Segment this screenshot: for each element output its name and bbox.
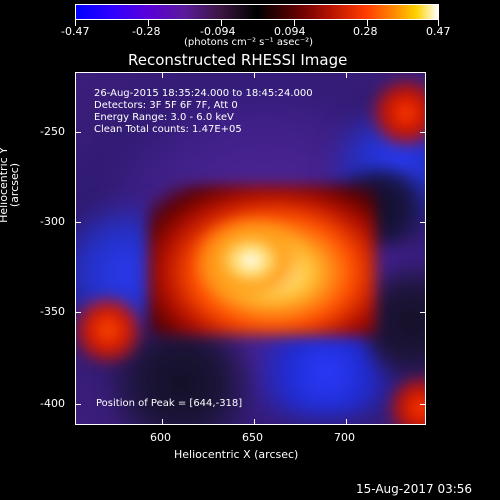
clean-total-counts-annotation: Clean Total counts: 1.47E+05 bbox=[94, 125, 242, 135]
x-tick-label: 650 bbox=[242, 432, 263, 443]
y-axis-tick bbox=[75, 222, 81, 223]
colorbar-tick-label: -0.47 bbox=[61, 26, 89, 37]
x-axis-tick bbox=[254, 72, 255, 78]
x-axis-title: Heliocentric X (arcsec) bbox=[174, 449, 298, 460]
y-axis-tick bbox=[75, 312, 81, 313]
detectors-annotation: Detectors: 3F 5F 6F 7F, Att 0 bbox=[94, 101, 238, 111]
peak-position-annotation: Position of Peak = [644,-318] bbox=[96, 399, 242, 409]
colorbar bbox=[75, 4, 439, 20]
colorbar-tick-label: -0.094 bbox=[200, 26, 235, 37]
colorbar-tick-label: 0.28 bbox=[353, 26, 378, 37]
y-axis-tick bbox=[420, 222, 426, 223]
x-tick-label: 700 bbox=[334, 432, 355, 443]
y-axis-title: Heliocentric Y (arcsec) bbox=[0, 125, 20, 245]
x-axis-tick bbox=[346, 419, 347, 425]
y-tick-label: -400 bbox=[40, 398, 65, 409]
y-axis-tick bbox=[420, 404, 426, 405]
x-axis-tick bbox=[346, 72, 347, 78]
plot-title: Reconstructed RHESSI Image bbox=[128, 53, 347, 68]
y-axis-tick bbox=[75, 404, 81, 405]
y-axis-tick bbox=[420, 132, 426, 133]
x-tick-label: 600 bbox=[150, 432, 171, 443]
y-tick-label: -350 bbox=[40, 306, 65, 317]
colorbar-tick-label: 0.47 bbox=[426, 26, 451, 37]
colorbar-units-label: (photons cm⁻² s⁻¹ asec⁻²) bbox=[184, 38, 313, 48]
time-range-annotation: 26-Aug-2015 18:35:24.000 to 18:45:24.000 bbox=[94, 89, 313, 99]
x-axis-tick bbox=[162, 72, 163, 78]
y-tick-label: -300 bbox=[40, 216, 65, 227]
colorbar-tick-label: 0.094 bbox=[274, 26, 306, 37]
y-axis-tick bbox=[75, 132, 81, 133]
x-axis-tick bbox=[162, 419, 163, 425]
y-axis-tick bbox=[420, 312, 426, 313]
render-timestamp: 15-Aug-2017 03:56 bbox=[356, 483, 472, 495]
colorbar-tick-label: -0.28 bbox=[132, 26, 160, 37]
image-texture bbox=[191, 213, 311, 308]
y-tick-label: -250 bbox=[40, 126, 65, 137]
rhessi-image-plot: 26-Aug-2015 18:35:24.000 to 18:45:24.000… bbox=[75, 72, 426, 425]
energy-range-annotation: Energy Range: 3.0 - 6.0 keV bbox=[94, 113, 234, 123]
x-axis-tick bbox=[254, 419, 255, 425]
